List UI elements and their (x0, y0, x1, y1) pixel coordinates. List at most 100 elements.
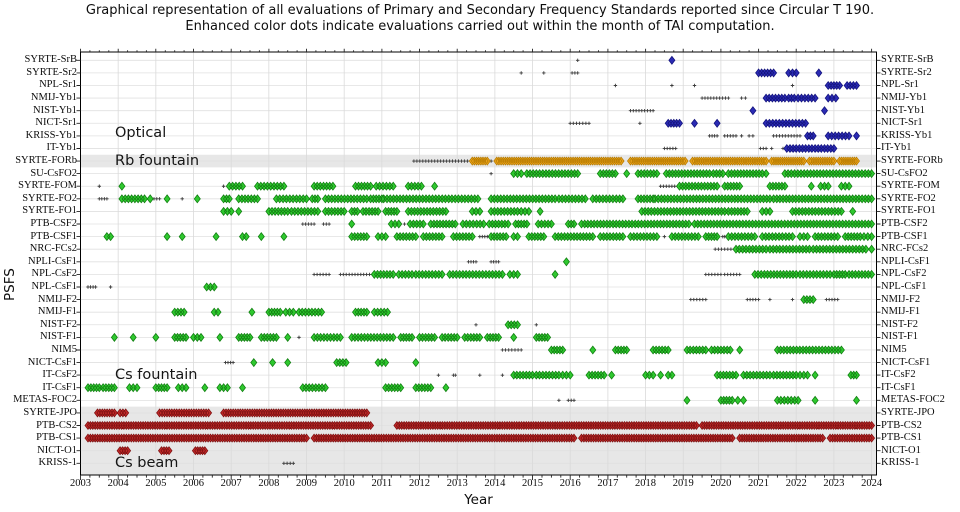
row-label-left-ptb-cs1: PTB-CS1 (36, 432, 77, 444)
x-tick-label-2005: 2005 (145, 478, 167, 489)
row-label-right-it-csf2: IT-CsF2 (881, 369, 916, 381)
marker-run-optical-enhanced-KRISS-Yb1 (803, 131, 861, 141)
row-label-left-nmij-yb1: NMIJ-Yb1 (30, 92, 77, 104)
x-tick-label-2016: 2016 (559, 478, 581, 489)
marker-run-reported-evaluation-NIST-Yb1 (628, 108, 655, 113)
group-label-cs-fountain: Cs fountain (115, 367, 198, 384)
group-label-optical: Optical (115, 125, 167, 142)
marker-run-reported-evaluation-SYRTE-Sr2 (519, 71, 580, 75)
x-tick-label-2014: 2014 (484, 478, 506, 489)
marker-run-reported-evaluation-KRISS-Yb1 (707, 134, 802, 138)
x-tick-label-2022: 2022 (785, 478, 807, 489)
row-label-right-kriss-yb1: KRISS-Yb1 (881, 129, 933, 141)
x-tick-label-2018: 2018 (635, 478, 657, 489)
row-label-right-syrte-fo2: SYRTE-FO2 (881, 192, 936, 204)
row-label-left-nmij-f2: NMIJ-F2 (37, 293, 77, 305)
row-label-right-nrc-fcs2: NRC-FCs2 (881, 243, 929, 255)
marker-run-reported-evaluation-IT-Yb1 (662, 146, 785, 151)
marker-run-cs-fountain-enhanced-NRC-FCs2 (732, 244, 876, 254)
row-label-left-npl-csf2: NPL-CsF2 (31, 268, 77, 280)
x-tick-label-2019: 2019 (672, 478, 694, 489)
marker-run-reported-evaluation-NPL-Sr1 (613, 83, 795, 88)
row-label-left-metas-foc2: METAS-FOC2 (13, 394, 77, 406)
marker-run-cs-fountain-enhanced-IT-CsF1 (84, 383, 450, 393)
row-label-left-nict-csf1: NICT-CsF1 (27, 356, 77, 368)
row-label-left-nict-sr1: NICT-Sr1 (35, 117, 77, 129)
marker-run-reported-evaluation-NRC-FCs2 (713, 247, 736, 251)
marker-run-reported-evaluation-NIST-F2 (474, 323, 538, 327)
row-label-right-nmij-yb1: NMIJ-Yb1 (881, 92, 928, 104)
row-label-right-nmij-f1: NMIJ-F1 (881, 306, 921, 318)
marker-run-cs-fountain-enhanced-NICT-CsF1 (250, 358, 420, 368)
row-label-right-syrte-sr2: SYRTE-Sr2 (881, 66, 932, 78)
x-tick-label-2015: 2015 (522, 478, 544, 489)
row-label-left-kriss-1: KRISS-1 (38, 457, 77, 469)
marker-run-cs-fountain-enhanced-NPL-CsF2 (370, 269, 876, 279)
marker-run-cs-fountain-enhanced-NPL-CsF1 (203, 282, 218, 292)
row-label-right-ptb-cs2: PTB-CS2 (881, 419, 922, 431)
marker-run-reported-evaluation-NIM5 (500, 348, 523, 352)
marker-run-reported-evaluation-SYRTE-FO2 (97, 197, 184, 201)
row-label-right-syrte-fom: SYRTE-FOM (881, 180, 940, 192)
marker-run-cs-fountain-enhanced-NIM5 (547, 345, 845, 355)
row-label-left-syrte-fom: SYRTE-FOM (18, 180, 77, 192)
marker-run-optical-enhanced-NICT-Sr1 (664, 118, 810, 128)
x-tick-label-2012: 2012 (409, 478, 431, 489)
chart-title-line1: Graphical representation of all evaluati… (85, 3, 875, 18)
marker-run-cs-fountain-enhanced-SYRTE-FO2 (118, 194, 876, 204)
x-tick-label-2006: 2006 (183, 478, 204, 489)
row-label-right-ptb-csf1: PTB-CSF1 (881, 230, 928, 242)
group-label-rb-fountain: Rb fountain (115, 153, 200, 170)
row-label-right-nist-f2: NIST-F2 (881, 318, 918, 330)
marker-run-cs-fountain-enhanced-PTB-CSF2 (348, 219, 876, 229)
row-label-left-ptb-cs2: PTB-CS2 (36, 419, 77, 431)
row-label-right-it-yb1: IT-Yb1 (881, 142, 912, 154)
row-label-right-syrte-forb: SYRTE-FORb (881, 155, 943, 167)
marker-run-optical-enhanced-NIST-Yb1 (749, 106, 829, 116)
row-label-right-ptb-cs1: PTB-CS1 (881, 432, 922, 444)
row-label-right-nmij-f2: NMIJ-F2 (881, 293, 921, 305)
x-tick-label-2008: 2008 (258, 478, 280, 489)
marker-run-reported-evaluation-NMIJ-F2 (689, 297, 840, 302)
marker-run-reported-evaluation-NMIJ-Yb1 (700, 96, 748, 100)
marker-run-cs-fountain-enhanced-IT-CsF2 (510, 370, 861, 380)
row-label-left-npl-csf1: NPL-CsF1 (31, 280, 77, 292)
x-tick-label-2004: 2004 (107, 478, 129, 489)
marker-run-cs-fountain-enhanced-NIST-F2 (504, 320, 522, 330)
x-tick-label-2021: 2021 (748, 478, 770, 489)
row-label-left-nist-f2: NIST-F2 (40, 318, 77, 330)
marker-run-reported-evaluation-PTB-CSF1 (478, 234, 727, 239)
row-label-left-it-csf1: IT-CsF1 (42, 381, 77, 393)
marker-run-cs-fountain-enhanced-NMIJ-F2 (800, 295, 817, 305)
row-label-left-it-yb1: IT-Yb1 (46, 142, 77, 154)
row-label-right-nict-o1: NICT-O1 (881, 444, 921, 456)
marker-run-optical-enhanced-SYRTE-SrB (668, 55, 676, 65)
row-label-left-nist-yb1: NIST-Yb1 (33, 104, 77, 116)
marker-run-cs-fountain-enhanced-NIST-F1 (110, 332, 552, 342)
row-label-right-su-csfo2: SU-CsFO2 (881, 167, 928, 179)
marker-run-optical-enhanced-IT-Yb1 (783, 143, 838, 154)
row-label-left-syrte-fo1: SYRTE-FO1 (22, 205, 77, 217)
axis-ticks (76, 48, 881, 480)
marker-run-reported-evaluation-IT-CsF2 (436, 373, 505, 377)
row-label-left-npl-sr1: NPL-Sr1 (39, 79, 77, 91)
marker-run-cs-beam-enhanced-PTB-CS1 (84, 433, 876, 443)
x-tick-label-2013: 2013 (446, 478, 468, 489)
row-label-right-kriss-1: KRISS-1 (881, 457, 920, 469)
row-label-right-syrte-fo1: SYRTE-FO1 (881, 205, 936, 217)
marker-run-optical-enhanced-NPL-Sr1 (824, 80, 861, 91)
marker-run-reported-evaluation-NPLI-CsF1 (466, 260, 501, 264)
x-tick-label-2020: 2020 (710, 478, 732, 489)
marker-run-optical-enhanced-NMIJ-Yb1 (762, 93, 840, 103)
row-label-right-nict-csf1: NICT-CsF1 (881, 356, 931, 368)
row-label-right-nict-sr1: NICT-Sr1 (881, 117, 923, 129)
row-label-right-nim5: NIM5 (881, 343, 907, 355)
row-label-left-syrte-srb: SYRTE-SrB (24, 54, 77, 66)
row-label-right-nist-yb1: NIST-Yb1 (881, 104, 925, 116)
marker-run-reported-evaluation-SYRTE-SrB (576, 58, 580, 62)
marker-run-cs-fountain-enhanced-NPLI-CsF1 (562, 257, 570, 267)
row-label-right-npl-sr1: NPL-Sr1 (881, 79, 919, 91)
row-label-left-npli-csf1: NPLI-CsF1 (27, 255, 77, 267)
row-label-right-npl-csf1: NPL-CsF1 (881, 280, 927, 292)
